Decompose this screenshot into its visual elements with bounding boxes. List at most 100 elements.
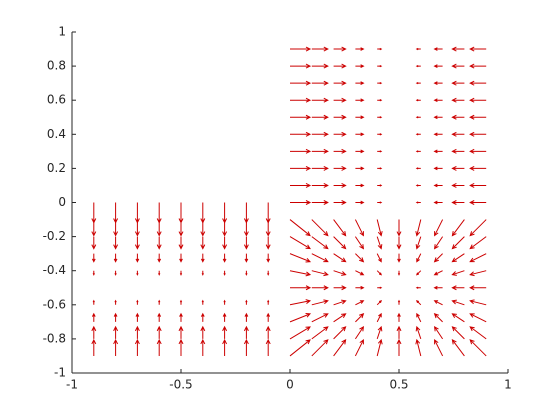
arrow bbox=[158, 270, 161, 276]
arrow bbox=[433, 166, 443, 171]
arrow bbox=[397, 270, 401, 276]
arrow bbox=[355, 81, 365, 85]
arrow bbox=[266, 312, 271, 322]
arrow bbox=[223, 270, 226, 276]
arrow bbox=[311, 165, 329, 171]
arrow bbox=[289, 270, 312, 277]
arrow bbox=[415, 236, 422, 250]
arrow bbox=[134, 202, 140, 224]
arrow bbox=[451, 200, 465, 205]
arrow bbox=[469, 219, 487, 237]
arrow bbox=[222, 236, 228, 250]
arrow bbox=[415, 82, 421, 85]
arrow bbox=[243, 219, 249, 237]
arrow bbox=[135, 312, 140, 322]
arrow bbox=[416, 312, 422, 323]
arrow bbox=[290, 114, 312, 120]
y-tick-label: -0.8 bbox=[43, 331, 66, 345]
arrow bbox=[92, 270, 95, 276]
arrow bbox=[91, 253, 96, 263]
arrow bbox=[333, 148, 347, 154]
arrow bbox=[377, 286, 383, 289]
arrow bbox=[396, 325, 402, 339]
arrow bbox=[415, 219, 422, 237]
arrow bbox=[243, 236, 249, 250]
arrow bbox=[433, 115, 443, 120]
arrow bbox=[469, 148, 487, 154]
arrow bbox=[415, 47, 421, 51]
arrow bbox=[355, 149, 365, 154]
arrow bbox=[178, 202, 184, 224]
arrow bbox=[469, 339, 487, 357]
arrow bbox=[396, 219, 402, 237]
y-tick-label: -0.6 bbox=[43, 297, 66, 311]
arrow bbox=[289, 326, 311, 340]
arrow bbox=[377, 167, 383, 170]
arrow bbox=[158, 299, 161, 305]
arrow bbox=[333, 253, 347, 263]
arrow bbox=[469, 313, 487, 323]
arrow bbox=[376, 219, 383, 237]
y-tick-label: 0.6 bbox=[47, 93, 66, 107]
arrow bbox=[157, 253, 162, 263]
arrow bbox=[178, 236, 184, 250]
arrow bbox=[157, 312, 162, 322]
arrow bbox=[415, 184, 421, 187]
arrow bbox=[433, 300, 443, 306]
arrow bbox=[179, 270, 183, 276]
arrow bbox=[415, 338, 422, 357]
arrow bbox=[355, 270, 365, 276]
arrow bbox=[290, 200, 312, 205]
arrow bbox=[113, 236, 119, 250]
arrow bbox=[136, 299, 139, 305]
arrow bbox=[289, 312, 312, 323]
arrow bbox=[266, 253, 271, 263]
arrow bbox=[415, 325, 422, 340]
arrow bbox=[311, 339, 329, 357]
arrow bbox=[433, 132, 443, 137]
arrow bbox=[290, 63, 312, 69]
arrow bbox=[244, 253, 249, 263]
arrow bbox=[451, 165, 465, 171]
arrow bbox=[135, 253, 140, 263]
x-tick-label: 1 bbox=[504, 378, 512, 392]
arrow bbox=[114, 270, 117, 276]
arrow bbox=[451, 326, 465, 340]
arrow bbox=[113, 253, 118, 263]
arrow bbox=[377, 150, 383, 153]
arrow bbox=[91, 202, 97, 224]
arrow bbox=[469, 63, 487, 69]
arrow bbox=[355, 98, 365, 103]
y-tick-label: 0.4 bbox=[47, 127, 66, 141]
arrow bbox=[289, 299, 312, 306]
arrow bbox=[289, 219, 311, 237]
arrow bbox=[451, 219, 465, 237]
x-tick-label: -0.5 bbox=[169, 378, 192, 392]
arrow bbox=[156, 325, 162, 339]
arrow bbox=[333, 313, 347, 323]
arrow bbox=[311, 299, 329, 306]
arrow bbox=[333, 339, 347, 357]
arrow bbox=[415, 99, 421, 102]
arrow bbox=[91, 338, 97, 356]
arrow bbox=[91, 236, 97, 250]
arrow bbox=[113, 338, 119, 356]
arrow bbox=[469, 114, 487, 120]
arrow bbox=[333, 131, 347, 137]
arrow bbox=[245, 270, 248, 276]
arrow bbox=[243, 325, 249, 339]
arrow bbox=[377, 82, 383, 85]
arrow bbox=[451, 97, 465, 103]
arrow bbox=[451, 131, 465, 137]
arrow bbox=[222, 202, 228, 224]
arrow bbox=[469, 97, 487, 103]
arrow bbox=[469, 299, 487, 306]
arrow bbox=[416, 270, 422, 276]
arrow bbox=[178, 219, 184, 237]
arrow bbox=[397, 253, 401, 263]
arrow bbox=[290, 165, 312, 171]
arrow bbox=[451, 270, 465, 276]
arrow bbox=[290, 131, 312, 137]
arrow bbox=[469, 80, 487, 86]
arrow bbox=[200, 312, 205, 322]
